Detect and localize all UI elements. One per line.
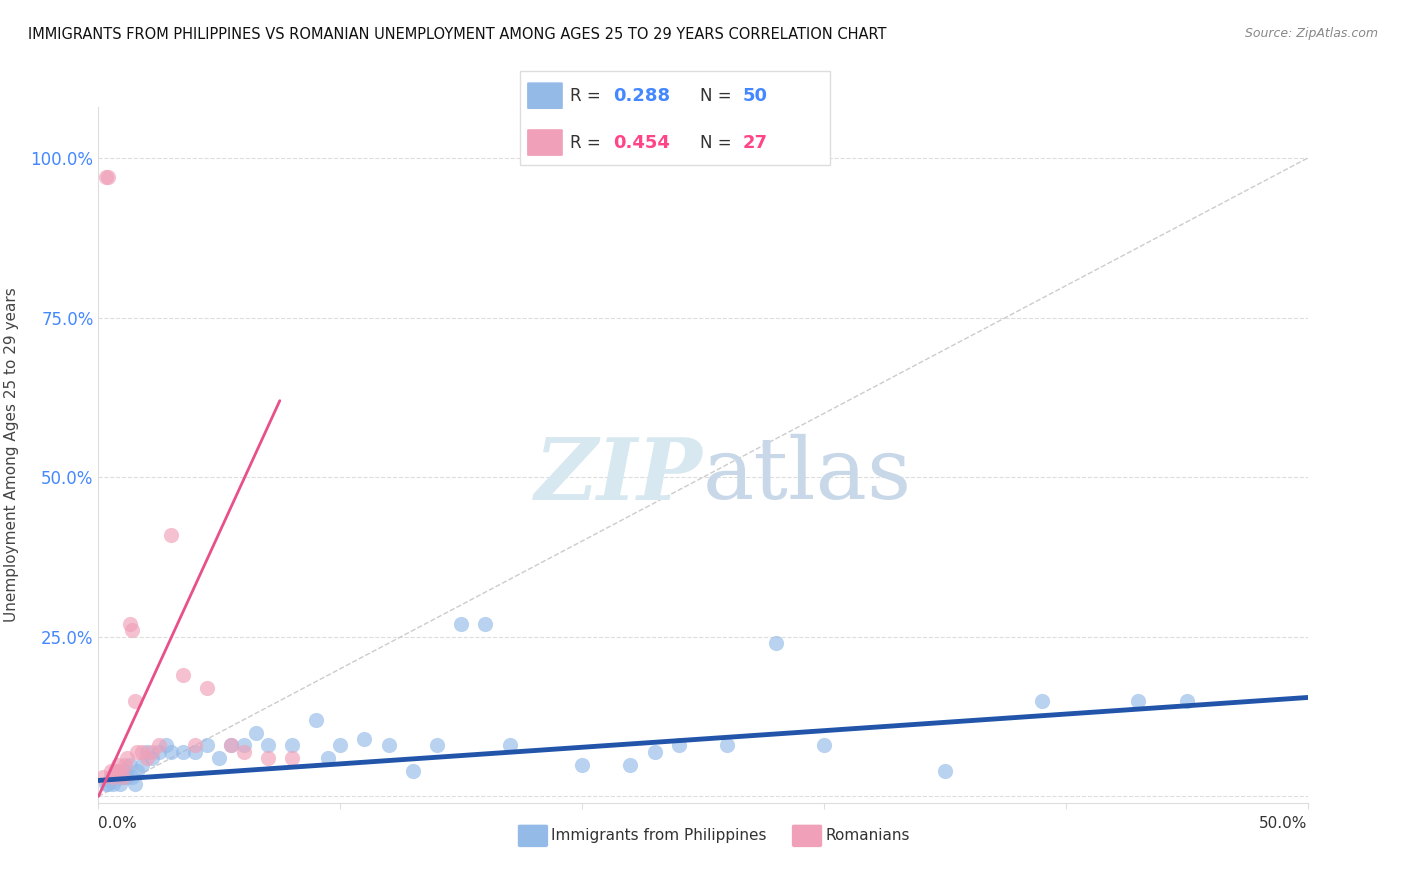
Point [232,739,254,753]
Point [716,739,738,753]
Point [141,751,163,765]
Point [668,739,690,753]
Point [184,745,207,759]
Point [813,739,835,753]
Point [101,770,124,784]
Point [124,694,146,708]
Point [155,739,177,753]
Point [148,739,170,753]
Point [100,764,122,778]
Point [195,739,218,753]
Point [765,636,787,650]
Point [118,757,141,772]
Point [121,624,143,638]
Point [135,751,157,765]
Point [104,764,127,778]
Point [1128,694,1150,708]
Text: N =: N = [700,134,737,152]
Text: atlas: atlas [703,434,912,517]
Point [121,770,143,784]
Point [94,777,117,791]
Point [353,731,375,746]
Text: R =: R = [569,134,606,152]
FancyBboxPatch shape [526,128,564,157]
Point [377,739,399,753]
Text: 27: 27 [742,134,768,152]
Point [118,617,141,632]
Text: IMMIGRANTS FROM PHILIPPINES VS ROMANIAN UNEMPLOYMENT AMONG AGES 25 TO 29 YEARS C: IMMIGRANTS FROM PHILIPPINES VS ROMANIAN … [28,27,887,42]
Point [101,777,124,791]
Point [208,751,231,765]
Point [124,777,146,791]
Text: 0.0%: 0.0% [98,816,138,831]
Point [571,757,593,772]
Point [160,745,183,759]
Point [474,617,496,632]
Point [117,770,139,784]
Point [114,757,136,772]
Point [108,777,131,791]
Point [934,764,956,778]
Point [256,751,278,765]
Point [281,739,304,753]
Point [111,770,134,784]
Point [256,739,278,753]
Point [245,725,267,739]
Point [108,764,131,778]
Text: 0.288: 0.288 [613,87,671,104]
Point [160,527,183,541]
Point [131,757,153,772]
Point [111,770,134,784]
Point [172,668,194,682]
Text: Romanians: Romanians [825,829,910,843]
Y-axis label: Unemployment Among Ages 25 to 29 years: Unemployment Among Ages 25 to 29 years [4,287,20,623]
Text: Immigrants from Philippines: Immigrants from Philippines [551,829,766,843]
Point [172,745,194,759]
Point [305,713,328,727]
Text: N =: N = [700,87,737,104]
Point [148,745,170,759]
Point [619,757,641,772]
Point [221,739,243,753]
Point [450,617,472,632]
Point [1175,694,1198,708]
Point [107,764,129,778]
Point [100,770,122,784]
Point [104,770,127,784]
Point [221,739,243,753]
Text: R =: R = [569,87,606,104]
Point [94,170,117,185]
Point [97,170,120,185]
Text: 0.454: 0.454 [613,134,669,152]
Text: Source: ZipAtlas.com: Source: ZipAtlas.com [1244,27,1378,40]
Point [97,777,120,791]
Point [107,757,129,772]
Point [131,745,153,759]
Point [184,739,207,753]
FancyBboxPatch shape [526,82,564,110]
Point [141,745,163,759]
Point [281,751,304,765]
Text: ZIP: ZIP [536,434,703,517]
Text: 50.0%: 50.0% [1260,816,1308,831]
Text: 50: 50 [742,87,768,104]
Point [232,745,254,759]
Point [329,739,352,753]
Point [426,739,449,753]
Point [117,751,139,765]
Point [91,770,114,784]
Point [316,751,339,765]
Point [402,764,425,778]
Point [135,745,157,759]
Point [644,745,666,759]
Point [195,681,218,695]
Point [114,764,136,778]
FancyBboxPatch shape [520,71,830,165]
Point [127,745,149,759]
Point [1031,694,1053,708]
Point [127,764,149,778]
Point [498,739,520,753]
